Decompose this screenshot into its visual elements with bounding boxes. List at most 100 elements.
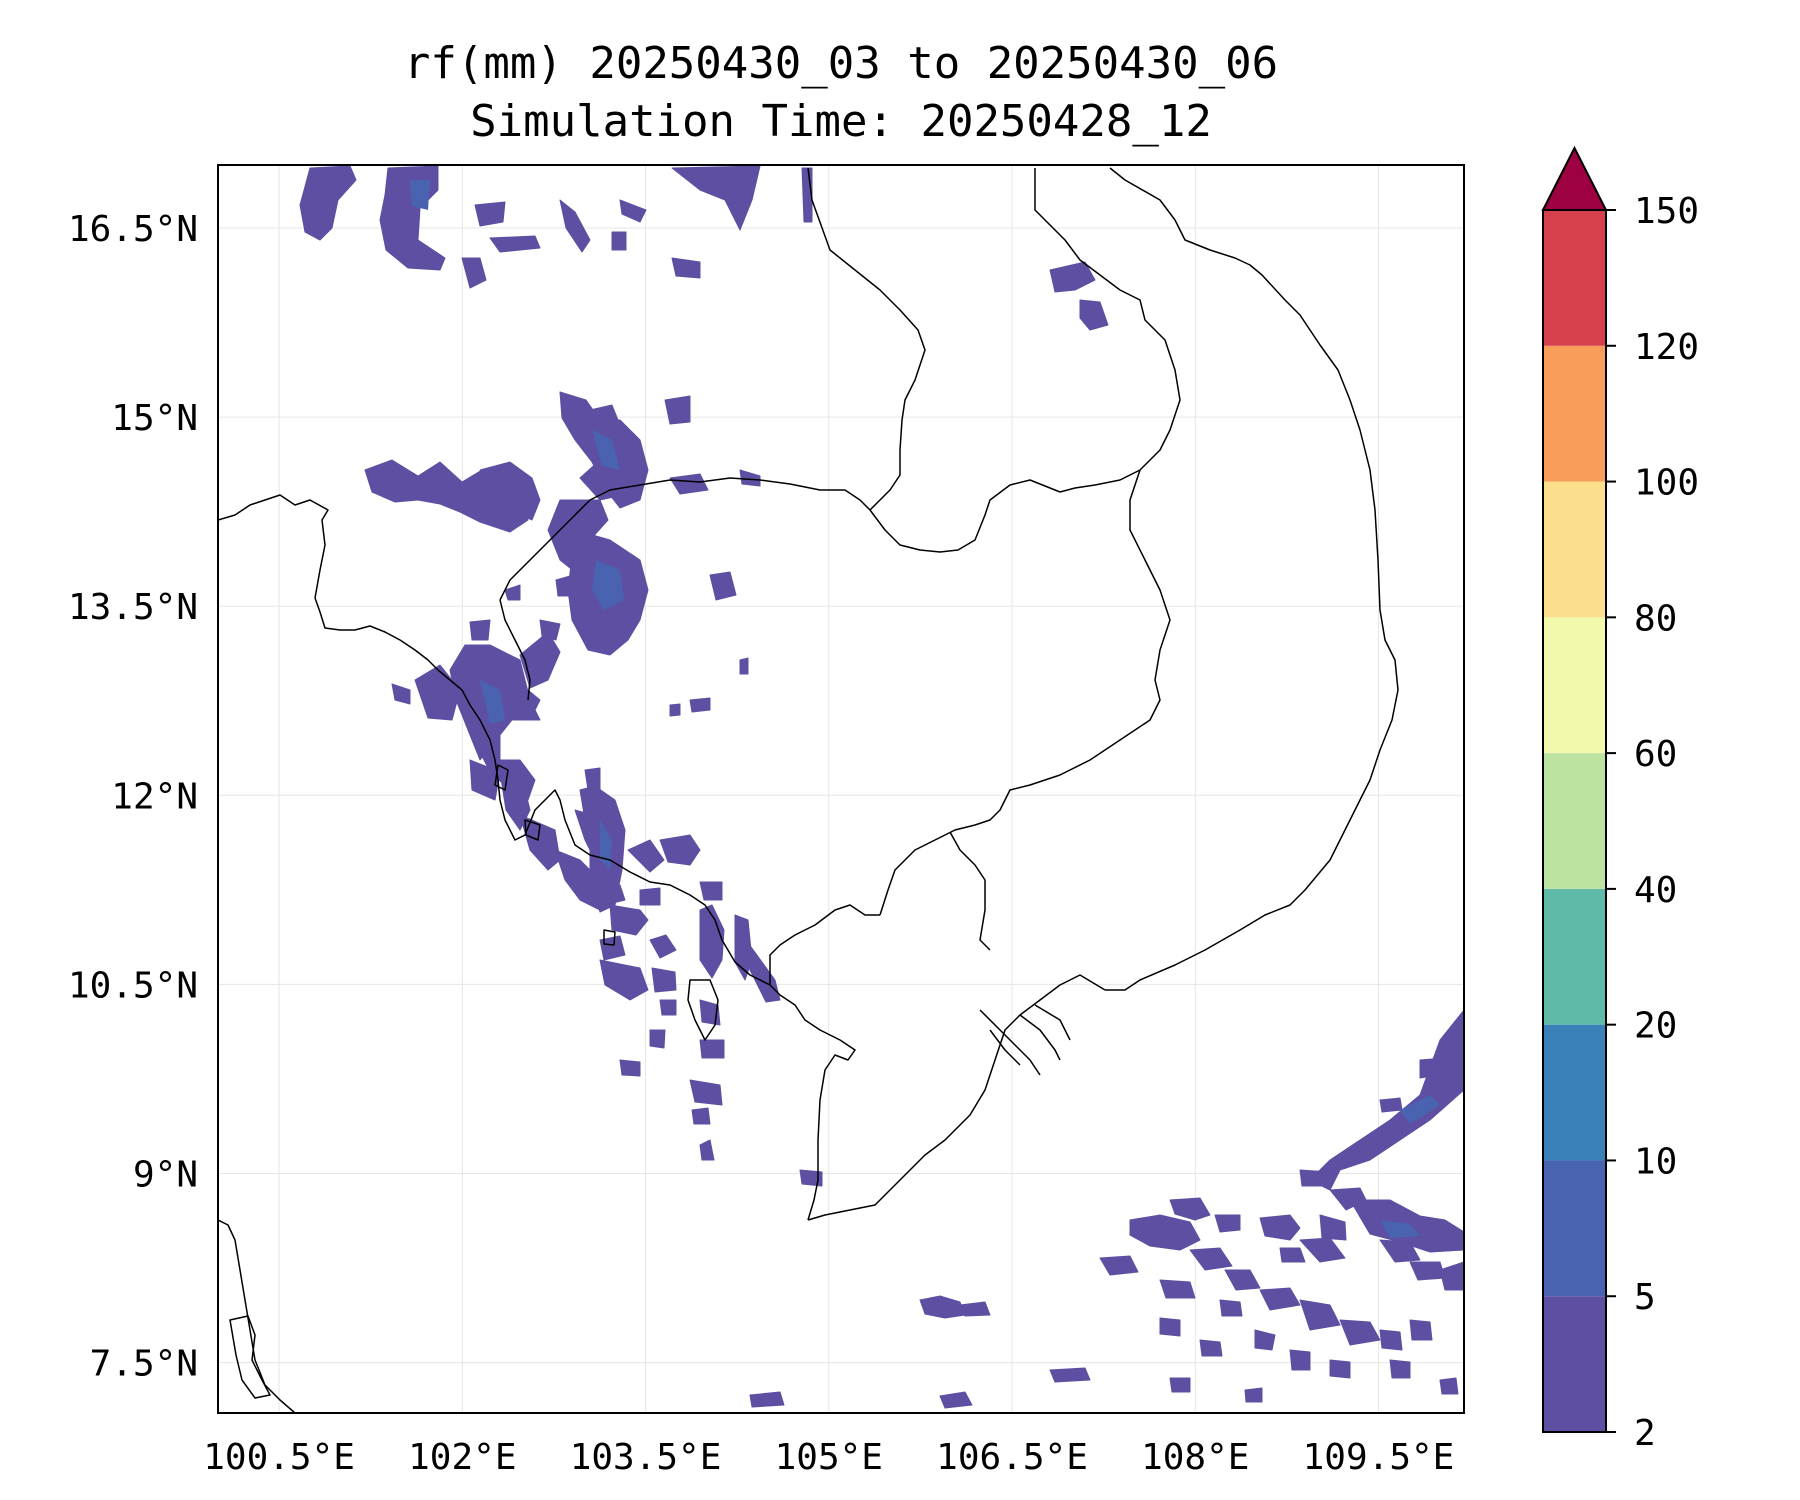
border-cambodia-vietnam-south — [769, 904, 880, 985]
colorbar-bin — [1543, 1296, 1606, 1432]
lon-tick-label: 108°E — [1141, 1437, 1249, 1478]
lon-tick-label: 109.5°E — [1303, 1437, 1455, 1478]
rain-cell — [1169, 1377, 1191, 1393]
lat-tick-label: 15°N — [111, 398, 198, 439]
rain-cell — [1159, 1317, 1181, 1337]
lon-tick-label: 106.5°E — [936, 1437, 1088, 1478]
rain-cell — [597, 879, 626, 906]
border-thailand-cambodia — [499, 477, 871, 601]
rain-cell — [611, 231, 627, 251]
colorbar-tick-label: 120 — [1634, 327, 1699, 368]
rain-cell — [1244, 1387, 1263, 1403]
rain-cell — [559, 199, 591, 253]
rain-cell — [1299, 1169, 1331, 1187]
rain-cell — [1049, 1367, 1091, 1383]
map-frame — [217, 164, 1465, 1414]
rain-cell — [619, 1059, 641, 1077]
colorbar-tick-label: 40 — [1634, 870, 1677, 911]
lat-tick-label: 9°N — [133, 1154, 198, 1195]
colorbar-tick-label: 80 — [1634, 598, 1677, 639]
coastline-phu-quoc-island — [687, 979, 719, 1041]
rain-cell — [539, 619, 561, 641]
rain-cell — [801, 167, 813, 223]
rain-cell — [1259, 1287, 1301, 1311]
coastline-ko-samui-islands — [229, 1315, 271, 1399]
rain-cell — [1319, 1214, 1347, 1241]
rain-cell — [739, 657, 749, 675]
rainfall-cores — [410, 180, 1440, 1238]
border-cambodia-vietnam-bend — [949, 831, 991, 951]
lon-tick-label: 100.5°E — [203, 1437, 355, 1478]
rain-cell — [659, 999, 677, 1016]
rain-cell — [671, 165, 761, 231]
rain-cell — [749, 1391, 785, 1408]
rain-core — [480, 680, 505, 724]
longitude-labels: 100.5°E 102°E 103.5°E 105°E 106.5°E 108°E 109.… — [203, 1437, 1454, 1478]
rain-cell — [461, 257, 487, 289]
map-title-line-1: rf(mm) 20250430_03 to 20250430_06 — [403, 38, 1279, 89]
rain-cell — [469, 619, 491, 641]
colorbar-bin — [1543, 888, 1606, 1025]
colorbar-bin — [1543, 345, 1606, 482]
rain-cell — [1419, 1057, 1446, 1079]
rain-core — [410, 180, 430, 210]
rain-cell — [939, 1391, 973, 1409]
rain-cell — [699, 881, 723, 901]
latitude-labels: 7.5°N 9°N 10.5°N 12°N 13.5°N 15°N 16.5°N — [68, 209, 198, 1385]
rain-cell — [619, 199, 647, 223]
colorbar-bin — [1543, 753, 1606, 889]
rain-cell — [1439, 1261, 1464, 1291]
rain-cell — [555, 575, 573, 597]
rain-cell — [519, 631, 561, 689]
rain-cell — [1329, 1359, 1351, 1379]
coastline-mekong-distributaries — [979, 1004, 1071, 1076]
rain-cell — [299, 165, 357, 241]
rain-cell — [1299, 1237, 1346, 1263]
border-cambodia-vietnam-east — [879, 469, 1171, 916]
lon-tick-label: 103.5°E — [570, 1437, 722, 1478]
rain-cell — [1339, 1319, 1381, 1346]
map-gridlines — [218, 165, 1464, 1413]
rain-cell — [669, 473, 709, 495]
coastline-small-islands — [494, 764, 616, 946]
rain-cell — [1129, 1214, 1201, 1251]
colorbar-tick-label: 10 — [1634, 1141, 1677, 1182]
colorbar-tick-label: 5 — [1634, 1277, 1656, 1318]
coastline-vietnam-east — [1105, 167, 1399, 991]
rain-cell — [1214, 1214, 1241, 1233]
rain-cell — [391, 683, 411, 705]
rain-cell — [1219, 1299, 1243, 1317]
coastline-malay-peninsula — [218, 1219, 296, 1413]
rain-cell — [699, 1139, 715, 1161]
rain-cell — [1439, 1377, 1459, 1395]
rain-cell — [469, 759, 501, 801]
rain-cell — [651, 967, 677, 993]
colorbar-tick-label: 2 — [1634, 1413, 1656, 1454]
rain-cell — [734, 914, 753, 981]
rain-core — [1400, 1095, 1440, 1124]
rain-cell — [799, 1169, 823, 1187]
colorbar-bin — [1543, 617, 1606, 754]
rain-cell — [919, 1295, 966, 1319]
rain-cell — [1189, 1247, 1233, 1271]
rain-cell — [1049, 261, 1096, 293]
rain-cell — [1279, 1247, 1306, 1263]
rain-cell — [1169, 1197, 1211, 1221]
coastline-cambodia-gulf — [314, 597, 771, 986]
colorbar: 2 5 10 20 40 60 80 100 120 150 — [1541, 145, 1699, 1454]
rain-cell — [699, 1039, 725, 1059]
rain-cell — [1199, 1339, 1223, 1357]
border-laos-thailand — [807, 167, 926, 511]
rain-cell — [689, 1079, 723, 1106]
rain-cell — [649, 1029, 666, 1049]
lat-tick-label: 16.5°N — [68, 209, 198, 250]
rain-cell — [1409, 1319, 1433, 1341]
map-title-line-2: Simulation Time: 20250428_12 — [470, 96, 1212, 147]
rain-cell — [691, 1107, 711, 1125]
rain-cell — [1224, 1269, 1261, 1291]
rain-cell — [474, 201, 506, 227]
lat-tick-label: 13.5°N — [68, 587, 198, 628]
rain-cell — [504, 584, 521, 601]
rain-cell — [489, 235, 541, 253]
